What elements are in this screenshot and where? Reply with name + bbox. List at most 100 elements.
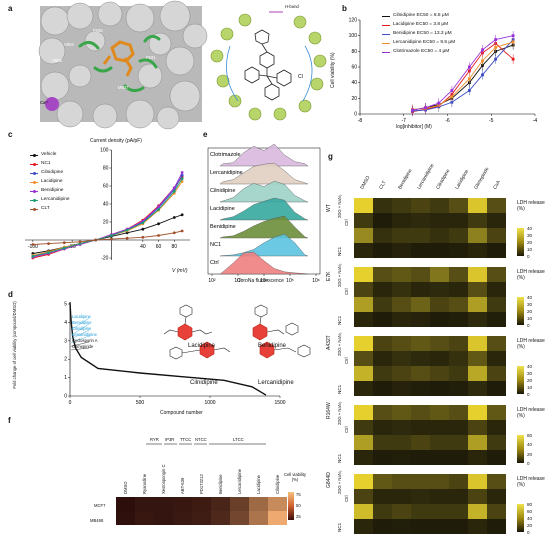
b-point <box>467 89 471 92</box>
c-ytick-label: 60 <box>103 184 109 190</box>
g-heat-cell <box>354 198 373 213</box>
g-block-name: R164W <box>326 402 332 419</box>
g-heat-cell <box>392 450 411 465</box>
g-heat-cell <box>411 267 430 282</box>
g-heat-cell <box>392 243 411 258</box>
b-legend-swatch <box>382 52 390 53</box>
g-heat-cell <box>468 336 487 351</box>
g-cbar-tick: 20 <box>527 240 533 245</box>
g-heat-cell <box>468 519 487 534</box>
g-heat-cell <box>487 336 506 351</box>
g-treat-label: 2DG + NaN₃ <box>337 194 342 218</box>
g-treat-label: 2DG + NaN₃ <box>337 263 342 287</box>
g-cbar-tick: 0 <box>527 254 530 259</box>
f-row-mb468: MB468 <box>90 518 104 523</box>
c-ytick-label: 20 <box>103 220 109 226</box>
panel-label-b: b <box>342 4 347 13</box>
g-ctrl-label: Ctrl <box>344 288 349 295</box>
g-cbar-tick: 20 <box>527 309 533 314</box>
d-label-cyclosporin: Cyclosporin A <box>72 338 98 343</box>
f-heat-cell <box>211 497 230 511</box>
g-heat-cell <box>449 213 468 228</box>
b-series-line <box>412 39 514 112</box>
g-heat-cell <box>373 243 392 258</box>
panel-e-histogram: Clotrimazole Lercanidipine Cilnidipine Laci… <box>207 143 321 284</box>
b-point <box>494 57 498 61</box>
b-point <box>511 40 515 44</box>
f-group-ryr: RYR <box>150 437 159 442</box>
g-colorbar <box>517 504 524 532</box>
c-point <box>180 229 184 233</box>
f-cbar-75: 75 <box>296 492 301 497</box>
g-heat-cell <box>449 450 468 465</box>
f-group-ntcc: NTCC <box>195 437 207 442</box>
g-heat-cell <box>430 336 449 351</box>
c-point <box>125 236 129 240</box>
c-point <box>141 235 145 239</box>
g-column-label: Glimepiride <box>474 166 491 191</box>
g-heat-cell <box>411 420 430 435</box>
f-column-label: PD173212 <box>199 474 204 494</box>
g-heat-cell <box>430 474 449 489</box>
c-title: Current density (pA/pF) <box>90 138 142 144</box>
g-heat-cell <box>373 435 392 450</box>
g-cbar-tick: 10 <box>527 247 533 252</box>
g-heat-cell <box>354 351 373 366</box>
g-heat-cell <box>411 312 430 327</box>
e-histogram-5 <box>219 233 309 257</box>
g-heat-cell <box>430 282 449 297</box>
g-heat-cell <box>468 297 487 312</box>
g-heat-cell <box>411 435 430 450</box>
g-heat-cell <box>354 420 373 435</box>
d-label-lercanidipine: Lercanidipine <box>72 332 97 337</box>
g-heat-cell <box>449 474 468 489</box>
g-block-name: E7K <box>326 271 332 281</box>
g-cbar-tick: 40 <box>527 516 533 521</box>
g-heat-cell <box>468 366 487 381</box>
g-heat-cell <box>487 198 506 213</box>
g-heat-cell <box>373 366 392 381</box>
g-heat-cell <box>354 282 373 297</box>
g-column-label: CLT <box>379 180 388 191</box>
f-cbar-25: 25 <box>296 514 301 519</box>
g-heat-cell <box>487 405 506 420</box>
d-ytick-label: 4 <box>64 320 67 326</box>
c-point <box>94 238 98 242</box>
d-ytick-label: 0 <box>64 394 67 400</box>
g-cbar-tick: 20 <box>527 523 533 528</box>
f-heat-cell <box>268 497 287 511</box>
d-label-pointer <box>71 335 90 343</box>
f-heat-cell <box>211 511 230 525</box>
c-ytick-label: 80 <box>103 166 109 172</box>
g-cbar-title: LDH release (%) <box>517 407 545 419</box>
c-legend-marker <box>32 171 36 175</box>
c-point <box>180 213 184 217</box>
g-heat-cell <box>373 213 392 228</box>
g-heat-cell <box>392 297 411 312</box>
g-cbar-tick: 40 <box>527 226 533 231</box>
g-cbar-tick: 0 <box>527 461 530 466</box>
g-cbar-title: LDH release (%) <box>517 338 545 350</box>
e-series-label: Ctrl <box>210 260 219 266</box>
g-heat-cell <box>468 243 487 258</box>
d-xtick-label: 1500 <box>274 400 285 406</box>
panel-label-c: c <box>8 130 13 139</box>
b-legend-label: Cilnidipine EC50 = 8.5 μM <box>393 13 449 18</box>
d-xtick-label: 0 <box>69 400 72 406</box>
b-point <box>411 108 414 112</box>
g-heat-cell <box>449 297 468 312</box>
g-treat-label: 2DG + NaN₃ <box>337 470 342 494</box>
residue-m927: M927 <box>118 85 129 90</box>
g-heat-cell <box>430 297 449 312</box>
residue-f931: F931 <box>146 55 156 60</box>
e-series-label: Cilnidipine <box>210 188 235 194</box>
g-cbar-tick: 0 <box>527 392 530 397</box>
b-point <box>450 95 454 99</box>
f-heat-cell <box>154 511 173 525</box>
g-heat-cell <box>411 381 430 396</box>
g-cbar-title: LDH release (%) <box>517 476 545 488</box>
f-column-label: Cilnidipine <box>275 474 280 494</box>
d-struct-lercanidipine: Lercanidipine <box>258 380 294 386</box>
g-nc-label: NC1 <box>337 453 342 463</box>
g-heat-cell <box>373 267 392 282</box>
